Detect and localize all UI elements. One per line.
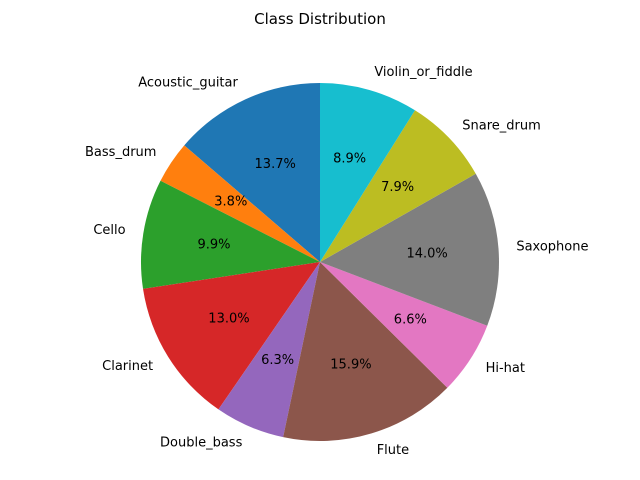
category-label-double-bass: Double_bass bbox=[160, 435, 243, 450]
pie-slice-hi-hat bbox=[320, 262, 488, 388]
percent-label-hi-hat: 6.6% bbox=[394, 313, 427, 328]
percent-label-flute: 15.9% bbox=[330, 357, 371, 372]
category-labels: Acoustic_guitar Bass_drum Cello Clarinet Dou… bbox=[85, 65, 588, 458]
percent-label-cello: 9.9% bbox=[197, 237, 230, 252]
percent-label-bass-drum: 3.8% bbox=[214, 195, 247, 210]
percent-label-saxophone: 14.0% bbox=[406, 246, 447, 261]
category-label-saxophone: Saxophone bbox=[516, 240, 588, 255]
pie-slice-double-bass bbox=[218, 262, 320, 438]
category-label-violin-or-fiddle: Violin_or_fiddle bbox=[374, 65, 472, 80]
percent-labels: 13.7% 3.8% 9.9% 13.0% 6.3% 15.9% 6.6% 14.0% 7.9%… bbox=[197, 151, 447, 372]
pie-slice-acoustic-guitar bbox=[184, 83, 320, 262]
category-label-bass-drum: Bass_drum bbox=[85, 145, 156, 160]
percent-label-acoustic-guitar: 13.7% bbox=[255, 157, 296, 172]
pie-slice-violin-or-fiddle bbox=[320, 83, 415, 262]
pie-slice-snare-drum bbox=[320, 110, 476, 262]
category-label-cello: Cello bbox=[93, 223, 125, 238]
chart-title: Class Distribution bbox=[254, 10, 386, 28]
category-label-flute: Flute bbox=[377, 443, 409, 458]
pie-slice-bass-drum bbox=[160, 145, 320, 262]
category-label-acoustic-guitar: Acoustic_guitar bbox=[138, 76, 238, 91]
pie-slices bbox=[141, 83, 499, 441]
pie-slice-flute bbox=[283, 262, 448, 441]
category-label-clarinet: Clarinet bbox=[102, 359, 153, 374]
percent-label-double-bass: 6.3% bbox=[261, 353, 294, 368]
percent-label-clarinet: 13.0% bbox=[208, 311, 249, 326]
percent-label-violin-or-fiddle: 8.9% bbox=[333, 151, 366, 166]
category-label-hi-hat: Hi-hat bbox=[486, 361, 525, 376]
pie-slice-cello bbox=[141, 180, 320, 289]
percent-label-snare-drum: 7.9% bbox=[381, 180, 414, 195]
category-label-snare-drum: Snare_drum bbox=[462, 118, 541, 133]
pie-slice-clarinet bbox=[143, 262, 320, 410]
pie-slice-saxophone bbox=[320, 173, 499, 326]
